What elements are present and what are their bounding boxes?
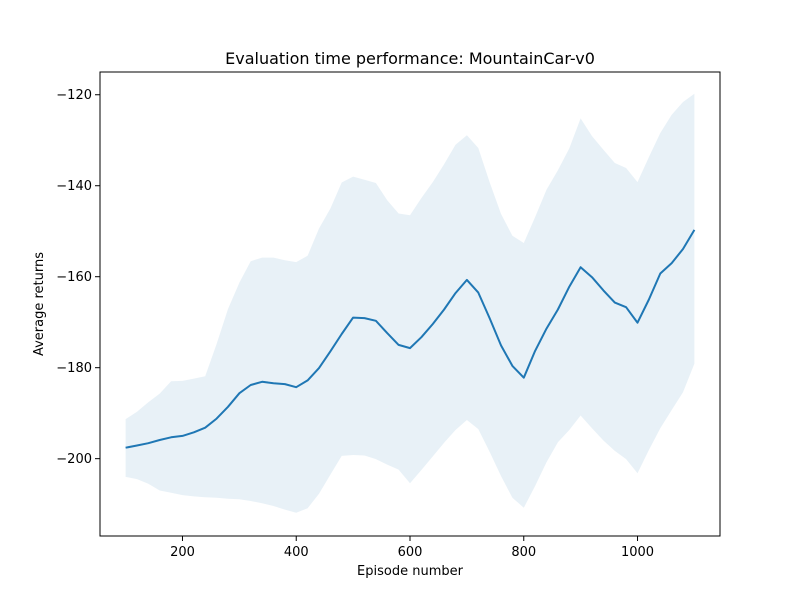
y-axis-label: Average returns xyxy=(32,252,47,356)
x-axis: 200 400 600 800 1000 xyxy=(170,536,654,560)
y-tick-label: −200 xyxy=(56,452,92,467)
y-tick-label: −180 xyxy=(56,361,92,376)
mean-line xyxy=(125,229,696,449)
x-tick-label: 800 xyxy=(511,545,536,560)
y-tick-label: −140 xyxy=(56,179,92,194)
std-band xyxy=(125,93,695,513)
x-tick-label: 1000 xyxy=(621,545,654,560)
y-axis: −200 −180 −160 −140 −120 xyxy=(56,88,100,467)
x-axis-label: Episode number xyxy=(357,564,464,579)
plot-area xyxy=(125,93,696,513)
y-tick-label: −160 xyxy=(56,270,92,285)
x-tick-label: 200 xyxy=(170,545,195,560)
chart-title: Evaluation time performance: MountainCar… xyxy=(225,49,595,68)
x-tick-label: 400 xyxy=(284,545,309,560)
x-tick-label: 600 xyxy=(398,545,423,560)
y-tick-label: −120 xyxy=(56,88,92,103)
